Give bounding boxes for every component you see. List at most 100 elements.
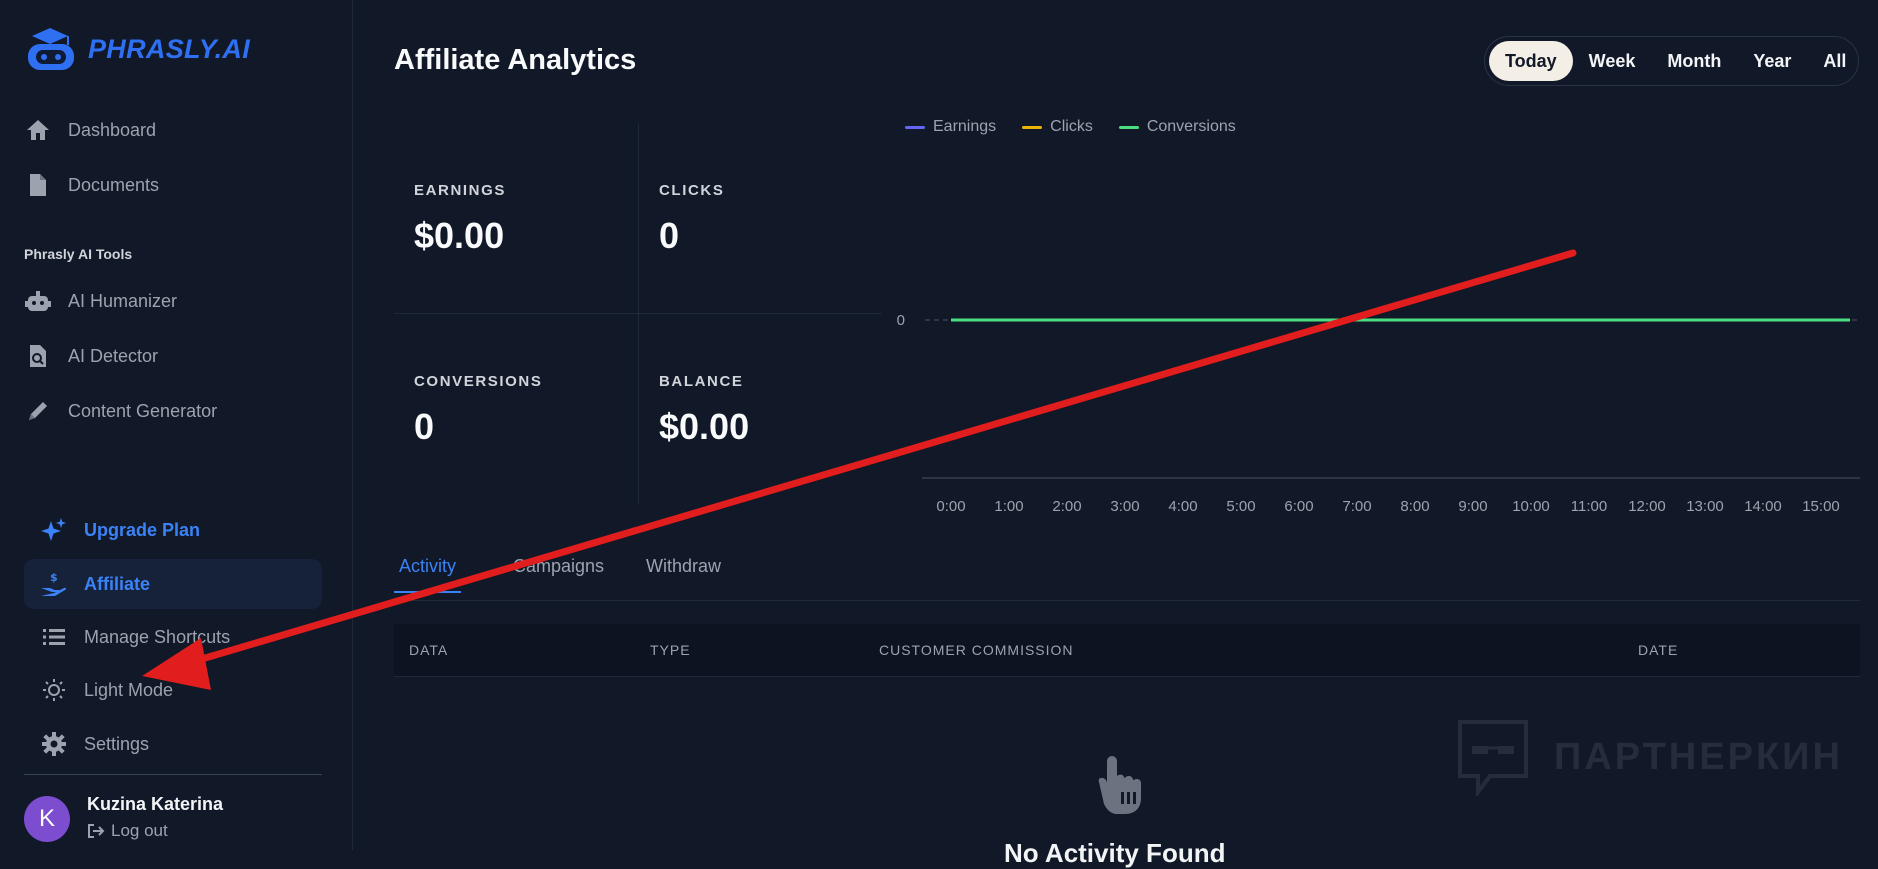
sidebar-item-dashboard[interactable]: Dashboard: [24, 110, 156, 150]
hand-pointer-icon: [1098, 756, 1141, 814]
sidebar-item-label: AI Detector: [68, 345, 159, 366]
x-tick-label: 10:00: [1512, 498, 1550, 515]
stat-clicks: CLICKS 0: [659, 182, 724, 257]
sidebar-divider: [24, 774, 322, 775]
sidebar: PHRASLY.AI Dashboard Documents Phrasly A…: [0, 0, 353, 850]
x-tick-label: 11:00: [1571, 498, 1607, 515]
brand-logo[interactable]: PHRASLY.AI: [24, 26, 250, 72]
column-header-type[interactable]: TYPE: [650, 642, 691, 658]
legend-swatch: [1022, 125, 1043, 129]
x-tick-label: 8:00: [1400, 498, 1429, 515]
logout-button[interactable]: Log out: [87, 821, 168, 841]
column-header-data[interactable]: DATA: [409, 642, 449, 658]
logout-icon: [88, 824, 105, 838]
legend-label: Clicks: [1050, 118, 1093, 135]
tab-activity[interactable]: Activity: [394, 556, 462, 593]
speech-bubble-glasses-icon: [1458, 720, 1528, 796]
sidebar-item-content-generator[interactable]: Content Generator: [24, 391, 217, 431]
sidebar-item-label: Documents: [68, 174, 160, 195]
sidebar-item-settings[interactable]: Settings: [24, 724, 322, 764]
x-tick-label: 6:00: [1284, 498, 1313, 515]
sidebar-item-label: Affiliate: [84, 573, 151, 594]
range-today-button[interactable]: Today: [1489, 41, 1573, 81]
column-header-customer-commission[interactable]: CUSTOMER COMMISSION: [879, 642, 1074, 658]
watermark: ПАРТНЕРКИН: [1456, 718, 1843, 796]
x-tick-label: 5:00: [1226, 498, 1255, 515]
brand-name: PHRASLY.AI: [88, 33, 251, 64]
legend-label: Conversions: [1146, 118, 1236, 135]
sidebar-item-ai-detector[interactable]: AI Detector: [24, 336, 158, 376]
x-tick-label: 4:00: [1168, 498, 1197, 515]
stat-conversions: CONVERSIONS 0: [414, 373, 542, 448]
stat-balance: BALANCE $0.00: [659, 373, 749, 448]
date-range-selector: Today Week Month Year All: [1484, 36, 1859, 86]
document-icon: [24, 171, 52, 199]
svg-text:$: $: [50, 571, 58, 584]
sidebar-item-ai-humanizer[interactable]: AI Humanizer: [24, 281, 177, 321]
sidebar-item-manage-shortcuts[interactable]: Manage Shortcuts: [24, 617, 322, 657]
sidebar-item-label: Settings: [84, 733, 150, 754]
sidebar-item-label: Dashboard: [68, 119, 157, 140]
x-tick-label: 3:00: [1110, 498, 1139, 515]
sidebar-item-label: Upgrade Plan: [84, 519, 201, 540]
stat-value: $0.00: [414, 215, 505, 256]
column-header-date[interactable]: DATE: [1638, 642, 1679, 658]
stat-value: 0: [659, 215, 680, 256]
x-tick-label: 13:00: [1686, 498, 1724, 515]
legend-label: Earnings: [933, 118, 997, 135]
line-chart: 0 0:00 1:00 2:00 3:00 4:00 5:00 6:00 7:00 8:00 9:0…: [897, 312, 1860, 515]
tab-withdraw[interactable]: Withdraw: [646, 556, 722, 576]
hand-dollar-icon: $: [40, 570, 68, 598]
sidebar-item-upgrade-plan[interactable]: Upgrade Plan: [24, 510, 322, 550]
watermark-text: ПАРТНЕРКИН: [1554, 735, 1843, 778]
stat-label: CONVERSIONS: [414, 373, 543, 390]
x-tick-label: 2:00: [1052, 498, 1081, 515]
chart-legend: Earnings Clicks Conversions: [905, 118, 1236, 136]
robot-graduate-logo: [28, 28, 74, 70]
gear-icon: [40, 730, 68, 758]
range-year-button[interactable]: Year: [1753, 50, 1792, 71]
range-month-button[interactable]: Month: [1667, 50, 1722, 71]
user-name: Kuzina Katerina: [87, 794, 224, 814]
sidebar-item-documents[interactable]: Documents: [24, 165, 159, 205]
legend-swatch: [905, 125, 925, 129]
avatar[interactable]: K: [24, 796, 70, 842]
stat-value: 0: [414, 406, 435, 447]
x-tick-label: 1:00: [994, 498, 1023, 515]
x-tick-label: 0:00: [936, 498, 965, 515]
sidebar-item-label: Light Mode: [84, 679, 174, 700]
pencil-icon: [24, 397, 52, 425]
sparkles-icon: [40, 516, 68, 544]
legend-item-earnings[interactable]: Earnings: [905, 118, 996, 136]
sidebar-item-label: Content Generator: [68, 400, 218, 421]
table-header: DATA TYPE CUSTOMER COMMISSION DATE: [394, 624, 1860, 677]
home-icon: [24, 116, 52, 144]
sidebar-item-light-mode[interactable]: Light Mode: [24, 670, 322, 710]
y-tick-label: 0: [897, 312, 905, 329]
robot-icon: [24, 287, 52, 315]
stat-label: CLICKS: [659, 182, 725, 199]
range-week-button[interactable]: Week: [1588, 50, 1636, 71]
list-icon: [40, 623, 68, 651]
legend-item-conversions[interactable]: Conversions: [1118, 118, 1236, 136]
stat-earnings: EARNINGS $0.00: [414, 182, 506, 257]
legend-swatch: [1118, 125, 1139, 129]
section-title: Phrasly AI Tools: [24, 246, 133, 262]
sidebar-item-affiliate[interactable]: $ Affiliate: [24, 559, 322, 609]
tab-campaigns[interactable]: Campaigns: [513, 556, 605, 576]
stat-label: EARNINGS: [414, 182, 506, 199]
range-all-button[interactable]: All: [1823, 50, 1847, 71]
x-tick-label: 9:00: [1458, 498, 1487, 515]
x-tick-label: 14:00: [1744, 498, 1782, 515]
page-title: Affiliate Analytics: [394, 44, 637, 76]
x-tick-label: 12:00: [1628, 498, 1666, 515]
stat-value: $0.00: [659, 406, 750, 447]
x-tick-label: 7:00: [1342, 498, 1371, 515]
sidebar-item-label: Manage Shortcuts: [84, 626, 231, 647]
file-search-icon: [24, 342, 52, 370]
legend-item-clicks[interactable]: Clicks: [1022, 118, 1093, 136]
activity-tabs: Activity Campaigns Withdraw: [394, 556, 1860, 601]
stat-label: BALANCE: [659, 373, 744, 390]
empty-state-text: No Activity Found: [1004, 838, 1226, 868]
x-tick-label: 15:00: [1802, 498, 1840, 515]
